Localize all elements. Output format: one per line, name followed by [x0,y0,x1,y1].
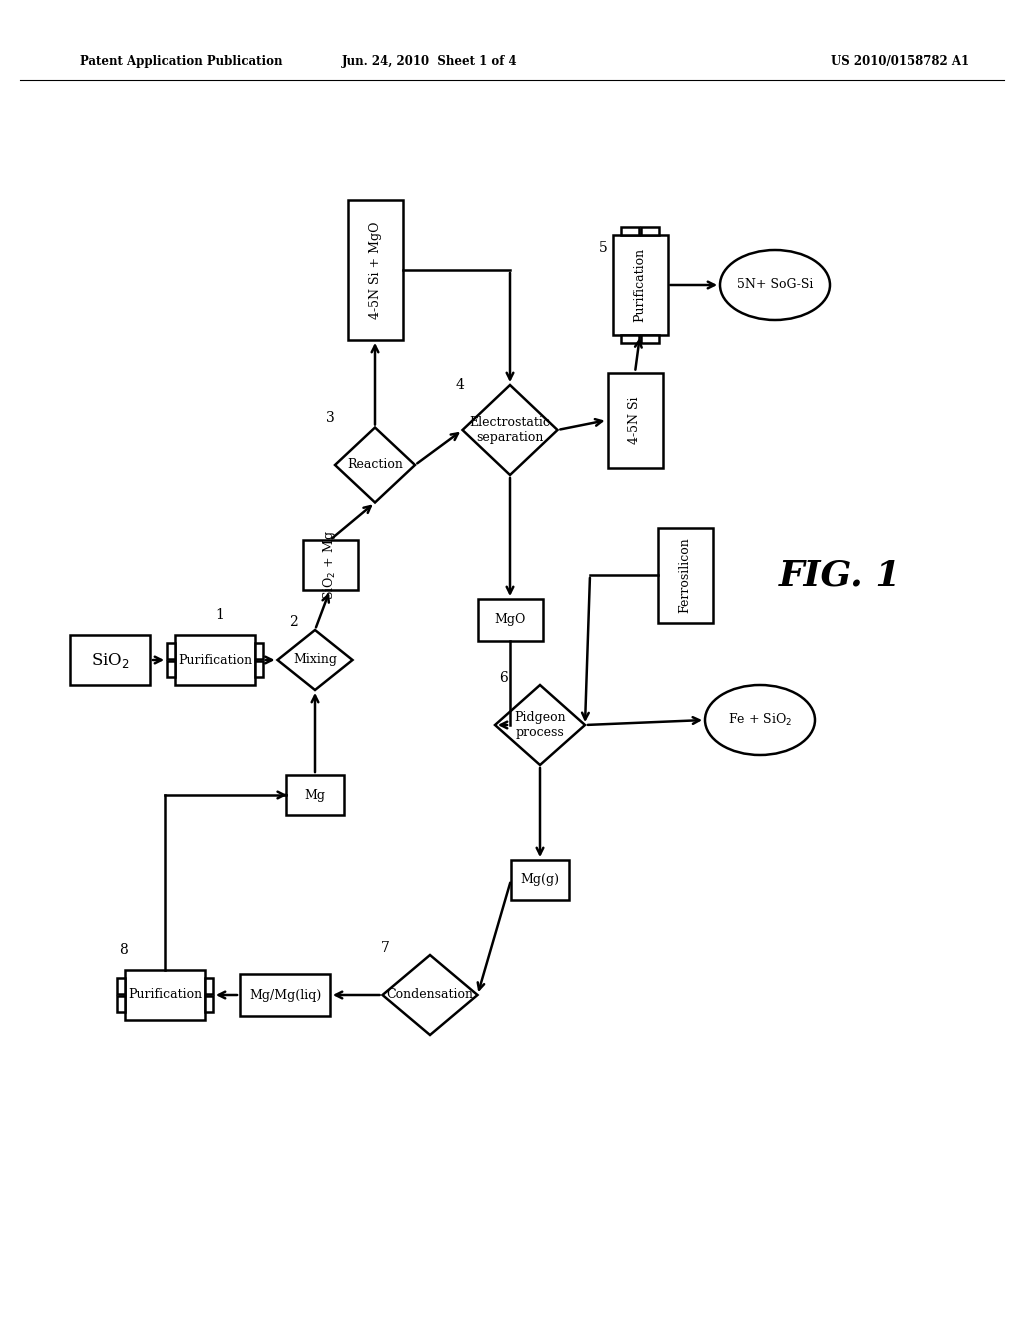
Text: Pidgeon
process: Pidgeon process [514,711,566,739]
Text: SiO$_2$: SiO$_2$ [90,651,129,669]
Text: Purification: Purification [634,248,646,322]
Ellipse shape [720,249,830,319]
Bar [117,997,125,1012]
Text: Condensation: Condensation [386,989,473,1002]
Bar [175,635,255,685]
Text: Purification: Purification [178,653,252,667]
Text: 4-5N Si: 4-5N Si [629,396,641,444]
Text: Purification: Purification [128,989,202,1002]
Bar [286,775,344,814]
Text: 2: 2 [289,615,298,630]
Bar [70,635,150,685]
Text: Ferrosilicon: Ferrosilicon [679,537,691,612]
Polygon shape [383,954,477,1035]
Text: Mixing: Mixing [293,653,337,667]
Text: FIG. 1: FIG. 1 [778,558,901,591]
Bar [125,970,205,1020]
Polygon shape [335,428,415,503]
Text: 1: 1 [215,609,224,622]
Text: Mg: Mg [304,788,326,801]
Text: 8: 8 [119,942,128,957]
Text: Reaction: Reaction [347,458,402,471]
Text: SiO$_2$ + Mg: SiO$_2$ + Mg [322,531,339,599]
Bar [117,978,125,994]
Text: 6: 6 [500,671,508,685]
Text: 5: 5 [599,242,608,255]
Bar [607,372,663,467]
Text: Jun. 24, 2010  Sheet 1 of 4: Jun. 24, 2010 Sheet 1 of 4 [342,55,518,69]
Text: MgO: MgO [495,614,525,627]
Polygon shape [463,385,557,475]
Bar [167,661,175,677]
Bar [511,861,569,900]
Text: 7: 7 [381,941,390,954]
Text: 5N+ SoG-Si: 5N+ SoG-Si [737,279,813,292]
Polygon shape [278,630,352,690]
Bar [205,978,213,994]
Text: 4-5N Si + MgO: 4-5N Si + MgO [369,222,382,318]
Bar [255,643,263,659]
Bar [205,997,213,1012]
Bar [641,227,658,235]
Bar [641,335,658,343]
Bar [167,643,175,659]
Ellipse shape [705,685,815,755]
Text: 3: 3 [327,411,335,425]
Bar [657,528,713,623]
Bar [622,227,639,235]
Bar [347,201,402,341]
Bar [302,540,357,590]
Text: US 2010/0158782 A1: US 2010/0158782 A1 [830,55,969,69]
Text: Mg/Mg(liq): Mg/Mg(liq) [249,989,322,1002]
Bar [622,335,639,343]
Bar [240,974,330,1016]
Bar [477,599,543,642]
Bar [255,661,263,677]
Polygon shape [495,685,585,766]
Text: Fe + SiO$_2$: Fe + SiO$_2$ [728,711,792,729]
Bar [612,235,668,335]
Text: Mg(g): Mg(g) [520,874,559,887]
Text: Electrostatic
separation: Electrostatic separation [470,416,551,444]
Text: 4: 4 [455,378,464,392]
Text: Patent Application Publication: Patent Application Publication [80,55,283,69]
